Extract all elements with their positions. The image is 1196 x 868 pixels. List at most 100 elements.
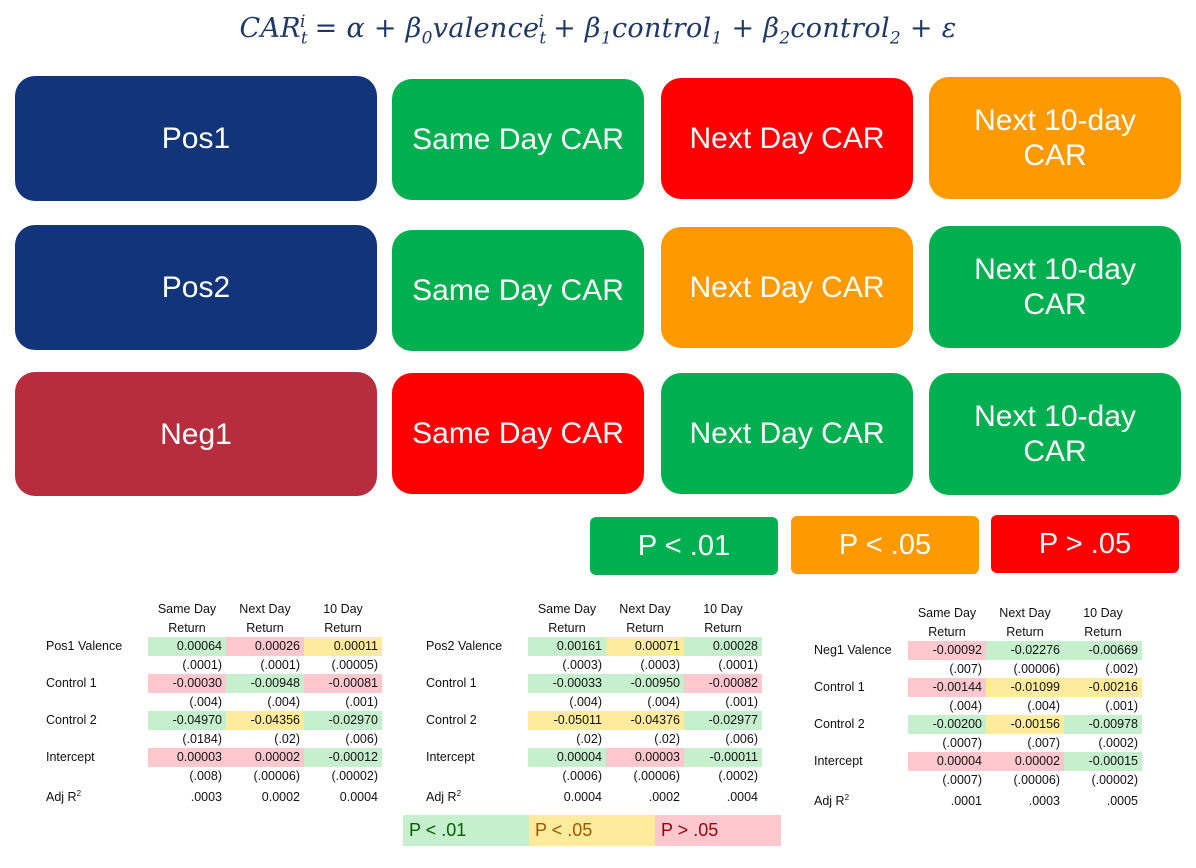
coefficient-cell: -0.00144 — [908, 678, 986, 697]
row-label: Pos2 Valence — [426, 639, 503, 653]
standard-error-cell: (.0003) — [562, 658, 602, 672]
cell-pos1-same-day: Same Day CAR — [392, 79, 644, 200]
coefficient-cell: -0.00200 — [908, 715, 986, 734]
standard-error-cell: (.0002) — [718, 769, 758, 783]
coefficient-cell: -0.00081 — [304, 674, 382, 693]
row-label-pos2: Pos2 — [15, 225, 377, 350]
standard-error-cell: (.00002) — [1091, 773, 1138, 787]
standard-error-cell: (.02) — [274, 732, 300, 746]
row-label: Control 2 — [426, 713, 477, 727]
coefficient-cell: 0.00064 — [148, 637, 226, 656]
coefficient-cell: -0.00015 — [1064, 752, 1142, 771]
coefficient-cell: -0.00011 — [684, 748, 762, 767]
row-label: Intercept — [46, 750, 95, 764]
standard-error-cell: (.0001) — [182, 658, 222, 672]
column-header-same-day: Same Day Return — [157, 602, 217, 635]
standard-error-cell: (.004) — [267, 695, 300, 709]
row-label-pos1: Pos1 — [15, 76, 377, 201]
coefficient-cell: -0.04356 — [226, 711, 304, 730]
row-label: Neg1 Valence — [814, 643, 892, 657]
cell-pos1-next-10-day: Next 10-day CAR — [929, 77, 1181, 199]
standard-error-cell: (.004) — [1027, 699, 1060, 713]
coefficient-cell: -0.05011 — [528, 711, 606, 730]
row-label: Intercept — [426, 750, 475, 764]
legend-p-gt-05: P > .05 — [991, 515, 1179, 573]
standard-error-cell: (.0002) — [1098, 736, 1138, 750]
coefficient-cell: -0.04376 — [606, 711, 684, 730]
adj-r2-label: Adj R2 — [46, 789, 82, 805]
adj-r2-value: .0001 — [950, 794, 982, 808]
adj-r2-value: .0002 — [648, 790, 680, 804]
standard-error-cell: (.001) — [345, 695, 378, 709]
column-header-next-day: Next Day Return — [239, 602, 291, 635]
standard-error-cell: (.00006) — [1013, 773, 1060, 787]
column-header-10-day: 10 Day Return — [1083, 606, 1123, 639]
standard-error-cell: (.0006) — [562, 769, 602, 783]
standard-error-cell: (.02) — [654, 732, 680, 746]
coefficient-cell: -0.02977 — [684, 711, 762, 730]
row-label-neg1: Neg1 — [15, 372, 377, 496]
coefficient-cell: -0.01099 — [986, 678, 1064, 697]
standard-error-cell: (.00006) — [633, 769, 680, 783]
regression-formula: CARti = α + β0valenceti + β1control1 + β… — [239, 12, 957, 49]
standard-error-cell: (.0007) — [942, 773, 982, 787]
column-header-next-day: Next Day Return — [619, 602, 671, 635]
adj-r2-value: .0003 — [1028, 794, 1060, 808]
coefficient-cell: -0.00082 — [684, 674, 762, 693]
cell-neg1-next-day: Next Day CAR — [661, 373, 913, 494]
standard-error-cell: (.006) — [345, 732, 378, 746]
standard-error-cell: (.0007) — [942, 736, 982, 750]
coefficient-cell: -0.00012 — [304, 748, 382, 767]
standard-error-cell: (.0001) — [260, 658, 300, 672]
adj-r2-value: .0003 — [190, 790, 222, 804]
coefficient-cell: 0.00161 — [528, 637, 606, 656]
coefficient-cell: 0.00003 — [148, 748, 226, 767]
standard-error-cell: (.00002) — [331, 769, 378, 783]
cell-pos2-next-10-day: Next 10-day CAR — [929, 226, 1181, 348]
standard-error-cell: (.00006) — [253, 769, 300, 783]
cell-pos2-same-day: Same Day CAR — [392, 230, 644, 351]
legend-p-05: P < .05 — [791, 516, 979, 574]
row-label: Control 2 — [46, 713, 97, 727]
coefficient-cell: -0.00156 — [986, 715, 1064, 734]
coefficient-cell: 0.00004 — [908, 752, 986, 771]
coefficient-cell: -0.04970 — [148, 711, 226, 730]
coefficient-cell: 0.00071 — [606, 637, 684, 656]
coefficient-cell: 0.00002 — [986, 752, 1064, 771]
coefficient-cell: -0.00950 — [606, 674, 684, 693]
column-header-same-day: Same Day Return — [917, 606, 977, 639]
standard-error-cell: (.004) — [949, 699, 982, 713]
coefficient-cell: 0.00011 — [304, 637, 382, 656]
standard-error-cell: (.0001) — [718, 658, 758, 672]
cell-neg1-next-10-day: Next 10-day CAR — [929, 373, 1181, 495]
coefficient-cell: -0.00216 — [1064, 678, 1142, 697]
standard-error-cell: (.02) — [576, 732, 602, 746]
cell-pos2-next-day: Next Day CAR — [661, 227, 913, 348]
bottom-legend-p-01: P < .01 — [403, 815, 529, 846]
adj-r2-value: .0004 — [726, 790, 758, 804]
standard-error-cell: (.004) — [647, 695, 680, 709]
standard-error-cell: (.001) — [1105, 699, 1138, 713]
cell-neg1-same-day: Same Day CAR — [392, 373, 644, 494]
standard-error-cell: (.007) — [1027, 736, 1060, 750]
row-label: Intercept — [814, 754, 863, 768]
bottom-legend-p-05: P < .05 — [529, 815, 655, 846]
adj-r2-value: 0.0004 — [563, 790, 602, 804]
adj-r2-value: 0.0002 — [261, 790, 300, 804]
coefficient-cell: -0.00669 — [1064, 641, 1142, 660]
standard-error-cell: (.0184) — [182, 732, 222, 746]
coefficient-cell: -0.00948 — [226, 674, 304, 693]
coefficient-cell: 0.00002 — [226, 748, 304, 767]
standard-error-cell: (.006) — [725, 732, 758, 746]
standard-error-cell: (.007) — [949, 662, 982, 676]
standard-error-cell: (.001) — [725, 695, 758, 709]
coefficient-cell: -0.00033 — [528, 674, 606, 693]
adj-r2-label: Adj R2 — [426, 789, 462, 805]
standard-error-cell: (.004) — [189, 695, 222, 709]
standard-error-cell: (.00006) — [1013, 662, 1060, 676]
column-header-10-day: 10 Day Return — [703, 602, 743, 635]
coefficient-cell: 0.00004 — [528, 748, 606, 767]
standard-error-cell: (.0003) — [640, 658, 680, 672]
standard-error-cell: (.004) — [569, 695, 602, 709]
adj-r2-value: 0.0004 — [339, 790, 378, 804]
